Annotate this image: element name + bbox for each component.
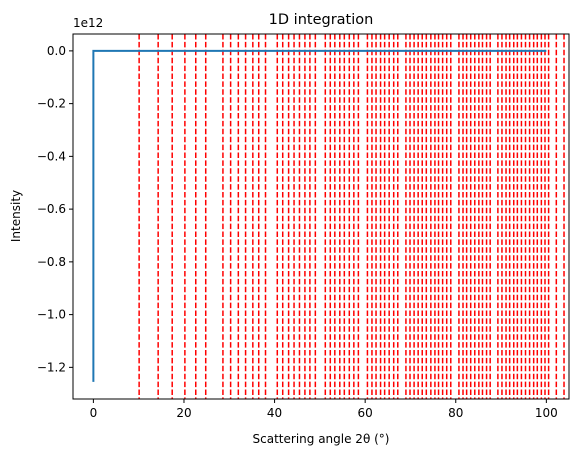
- chart-title: 1D integration: [269, 12, 374, 28]
- x-tick-label: 20: [176, 406, 191, 420]
- x-axis-label: Scattering angle 2θ (°): [253, 432, 390, 446]
- plot-area: [73, 34, 569, 399]
- x-axis: 0 20 40 60 80 100: [90, 399, 558, 420]
- series-line-0: [92, 49, 547, 382]
- x-tick-label: 100: [535, 406, 558, 420]
- y-tick-label: −0.2: [37, 97, 66, 111]
- x-tick-label: 40: [267, 406, 282, 420]
- y-axis-label: Intensity: [9, 190, 23, 242]
- y-axis: 0.0 −0.2 −0.4 −0.6 −0.8 −1.0 −1.2: [37, 44, 73, 374]
- x-tick-label: 80: [448, 406, 463, 420]
- x-tick-label: 0: [90, 406, 98, 420]
- y-tick-label: 0.0: [47, 44, 66, 58]
- plot-frame: [72, 33, 570, 400]
- y-tick-label: −0.8: [37, 255, 66, 269]
- y-offset-label: 1e12: [73, 16, 103, 30]
- y-tick-label: −0.6: [37, 202, 66, 216]
- reference-lines: [138, 34, 565, 399]
- x-tick-label: 60: [358, 406, 373, 420]
- y-tick-label: −1.0: [37, 308, 66, 322]
- series-layer: [92, 49, 547, 382]
- y-tick-label: −1.2: [37, 360, 66, 374]
- y-tick-label: −0.4: [37, 149, 66, 163]
